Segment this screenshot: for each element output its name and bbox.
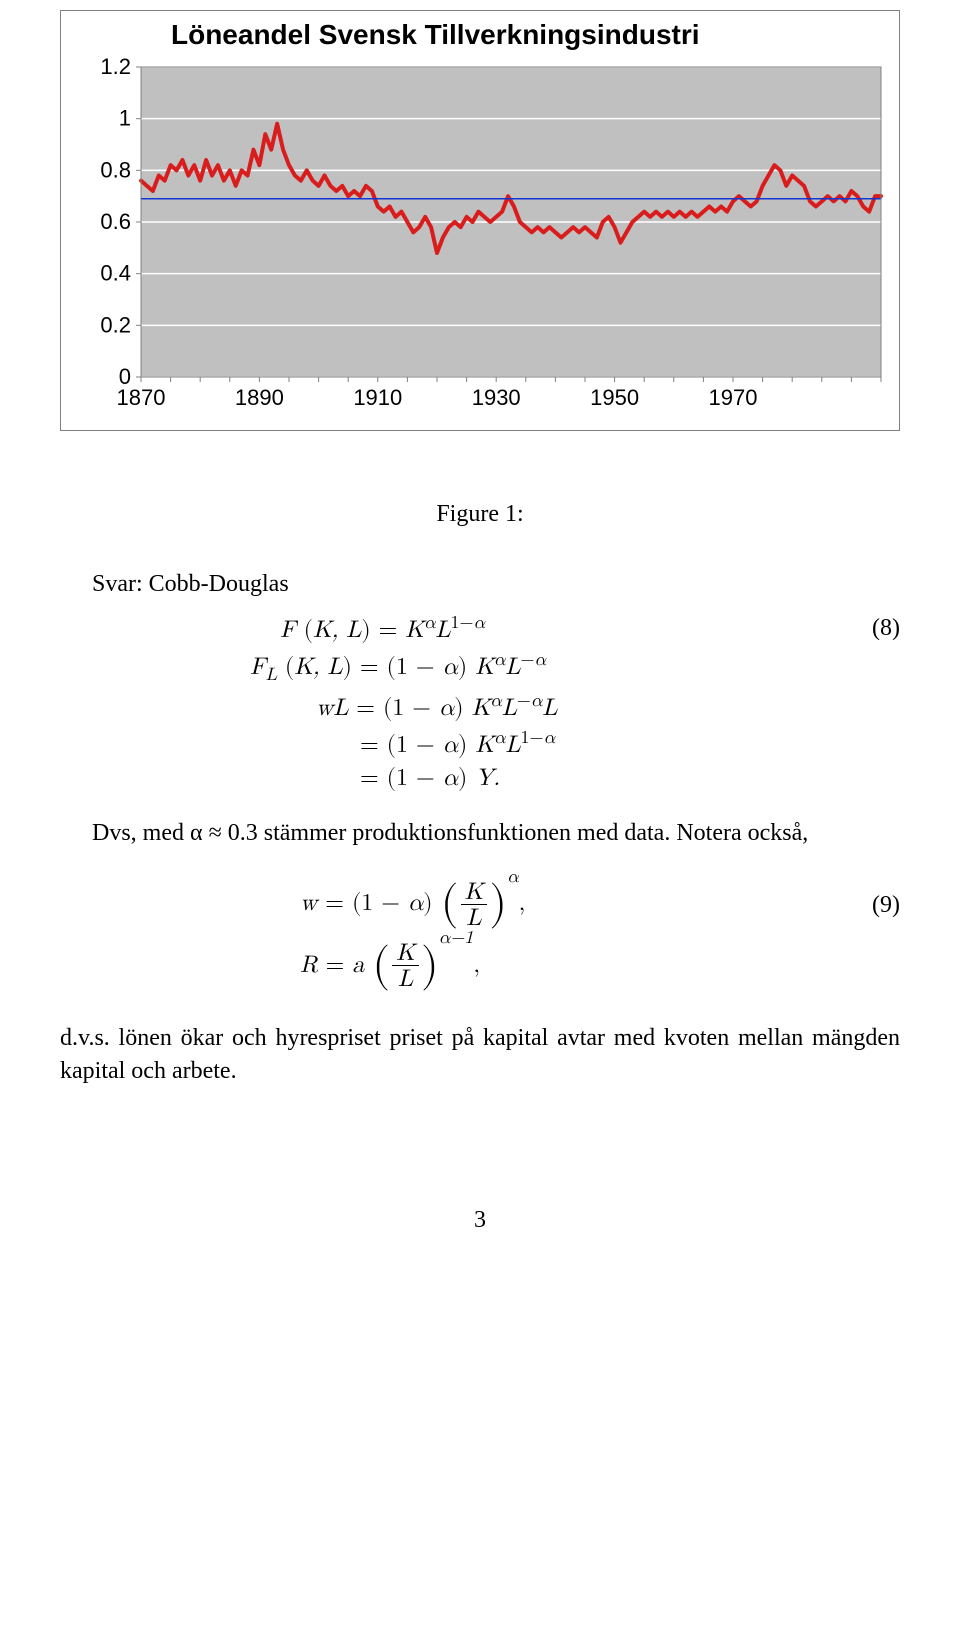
svar-label: Svar: Cobb-Douglas <box>60 568 900 600</box>
svg-text:1910: 1910 <box>353 385 402 410</box>
svg-text:0.8: 0.8 <box>100 157 131 182</box>
chart-title: Löneandel Svensk Tillverkningsindustri <box>171 19 889 51</box>
figure-caption: Figure 1: <box>60 501 900 528</box>
chart-container: Löneandel Svensk Tillverkningsindustri 0… <box>60 10 900 431</box>
line-chart: 00.20.40.60.811.218701890191019301950197… <box>71 57 891 417</box>
svg-text:0.2: 0.2 <box>100 312 131 337</box>
svg-text:1930: 1930 <box>472 385 521 410</box>
paragraph-2: d.v.s. lönen ökar och hyrespriset priset… <box>60 1022 900 1087</box>
svg-text:0.6: 0.6 <box>100 209 131 234</box>
equation-number-8: (8) <box>840 615 900 642</box>
paragraph-1: Dvs, med α ≈ 0.3 stämmer produktionsfunk… <box>60 817 900 849</box>
equation-block-1: F (K, L) = KαL1−α (8) FL (K, L) = (1 − α… <box>60 612 900 793</box>
equation-number-9: (9) <box>840 892 900 919</box>
svg-text:0.4: 0.4 <box>100 261 131 286</box>
page-number: 3 <box>60 1207 900 1234</box>
svg-text:1890: 1890 <box>235 385 284 410</box>
equation-block-2: w = (1 − α) (KL)α, (9) R = a (KL)α−1, <box>60 880 900 993</box>
svg-text:1.2: 1.2 <box>100 57 131 79</box>
svg-text:1970: 1970 <box>709 385 758 410</box>
svg-text:1: 1 <box>119 106 131 131</box>
svg-text:1950: 1950 <box>590 385 639 410</box>
svg-text:1870: 1870 <box>117 385 166 410</box>
